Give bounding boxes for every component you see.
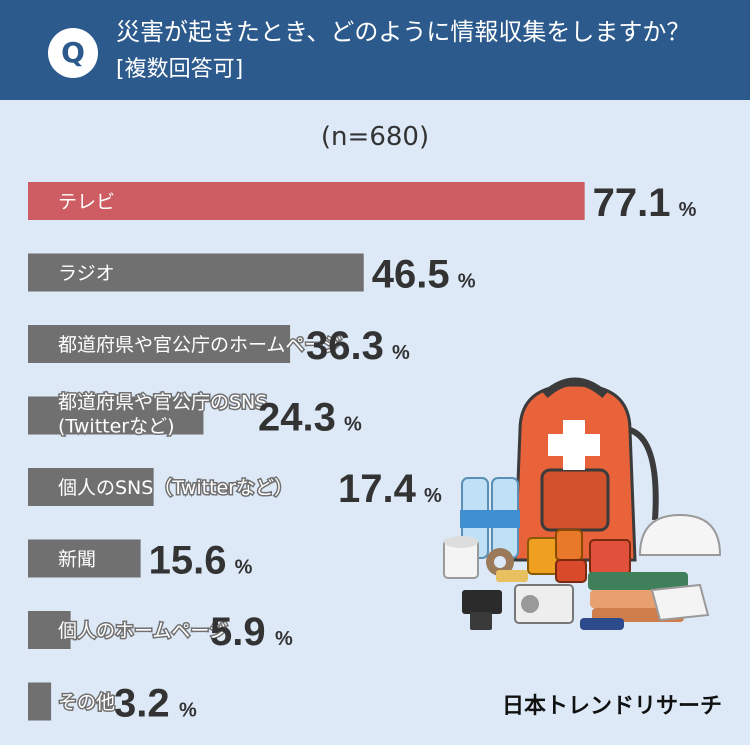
- bar-4: [28, 468, 154, 506]
- category-label-1: ラジオ: [58, 263, 115, 285]
- value-label-4: 17.4: [338, 467, 417, 511]
- percent-sign-7: %: [179, 700, 197, 722]
- category-label-3-line-1: (Twitterなど): [58, 416, 175, 438]
- disaster-kit-illustration: [443, 377, 722, 630]
- percent-sign-6: %: [275, 628, 293, 650]
- value-label-0: 77.1: [593, 181, 671, 225]
- percent-sign-2: %: [392, 342, 410, 364]
- percent-sign-4: %: [424, 485, 442, 507]
- category-label-7: その他: [58, 692, 115, 714]
- bar-1: [28, 253, 364, 292]
- value-label-6: 5.9: [210, 610, 266, 654]
- value-label-5: 15.6: [149, 539, 227, 583]
- value-label-2: 36.3: [306, 324, 384, 368]
- value-label-3: 24.3: [258, 396, 336, 440]
- category-label-3-line-0: 都道府県や官公庁のSNS: [58, 392, 267, 414]
- bar-3: [28, 396, 204, 435]
- percent-sign-1: %: [458, 271, 476, 293]
- value-label-1: 46.5: [372, 253, 450, 297]
- category-label-6: 個人のホームページ: [58, 620, 228, 642]
- question-title: 災害が起きたとき、どのように情報収集をしますか？: [116, 18, 691, 46]
- percent-sign-3: %: [344, 414, 362, 436]
- sample-size: (n=680): [320, 122, 430, 152]
- bar-7: [28, 682, 52, 721]
- bar-0: [28, 182, 585, 220]
- bar-6: [28, 611, 71, 649]
- category-label-4: 個人のSNS（Twitterなど）: [58, 477, 293, 499]
- question-subtitle: [複数回答可]: [116, 57, 244, 82]
- value-label-7: 3.2: [114, 682, 170, 726]
- category-label-5: 新聞: [58, 549, 96, 571]
- header-bar: Q 災害が起きたとき、どのように情報収集をしますか？ [複数回答可]: [0, 0, 750, 100]
- brand-logo: 日本トレンドリサーチ: [501, 694, 722, 719]
- bar-2: [28, 325, 291, 363]
- percent-sign-0: %: [679, 199, 697, 221]
- question-badge: Q: [48, 28, 98, 78]
- category-label-2: 都道府県や官公庁のホームページ: [58, 334, 342, 356]
- bar-5: [28, 539, 141, 578]
- category-label-0: テレビ: [58, 191, 115, 213]
- percent-sign-5: %: [235, 557, 253, 579]
